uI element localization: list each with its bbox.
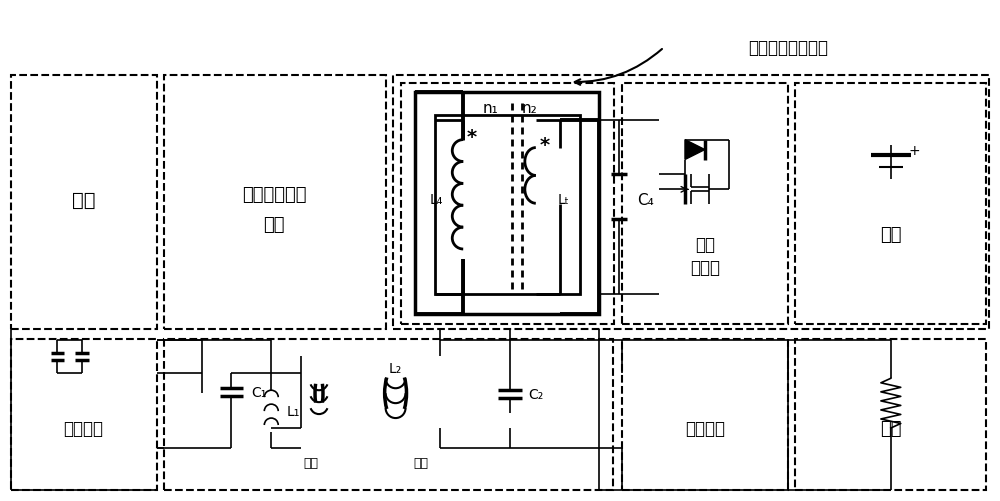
Text: L₁: L₁ [286,404,300,418]
Text: 逆变电路: 逆变电路 [63,419,103,437]
Polygon shape [685,140,705,160]
Text: C₄: C₄ [637,192,654,207]
Text: 副边: 副边 [413,456,428,469]
Text: Lₜ: Lₜ [558,193,570,207]
Text: +: + [909,143,920,157]
Bar [795,84,986,324]
Bar [11,76,157,329]
Text: 电源: 电源 [72,190,95,209]
Bar [164,76,386,329]
Text: 功率: 功率 [695,235,715,254]
Text: C₂: C₂ [528,387,543,401]
Text: L₂: L₂ [389,362,402,376]
Text: 放大器: 放大器 [690,259,720,277]
Text: *: * [467,128,477,147]
Bar [435,116,580,294]
Text: 通讯信号接收: 通讯信号接收 [242,186,307,204]
Text: 负载: 负载 [880,419,902,437]
Text: 电源: 电源 [880,225,902,243]
Bar [393,76,989,329]
Text: 整流电路: 整流电路 [685,419,725,437]
Text: 通讯信号发射模块: 通讯信号发射模块 [749,39,829,57]
Text: C₁: C₁ [251,385,267,399]
Text: L₄: L₄ [430,193,443,207]
Bar [415,93,599,314]
Bar [164,339,613,489]
Bar [622,84,788,324]
Bar [11,339,157,489]
Text: 原边: 原边 [304,456,319,469]
Bar [401,84,614,324]
Text: n₁: n₁ [482,101,498,116]
Text: n₂: n₂ [522,101,538,116]
Bar [622,339,788,489]
Bar [795,339,986,489]
Text: *: * [540,136,550,155]
Text: 模块: 模块 [264,216,285,233]
